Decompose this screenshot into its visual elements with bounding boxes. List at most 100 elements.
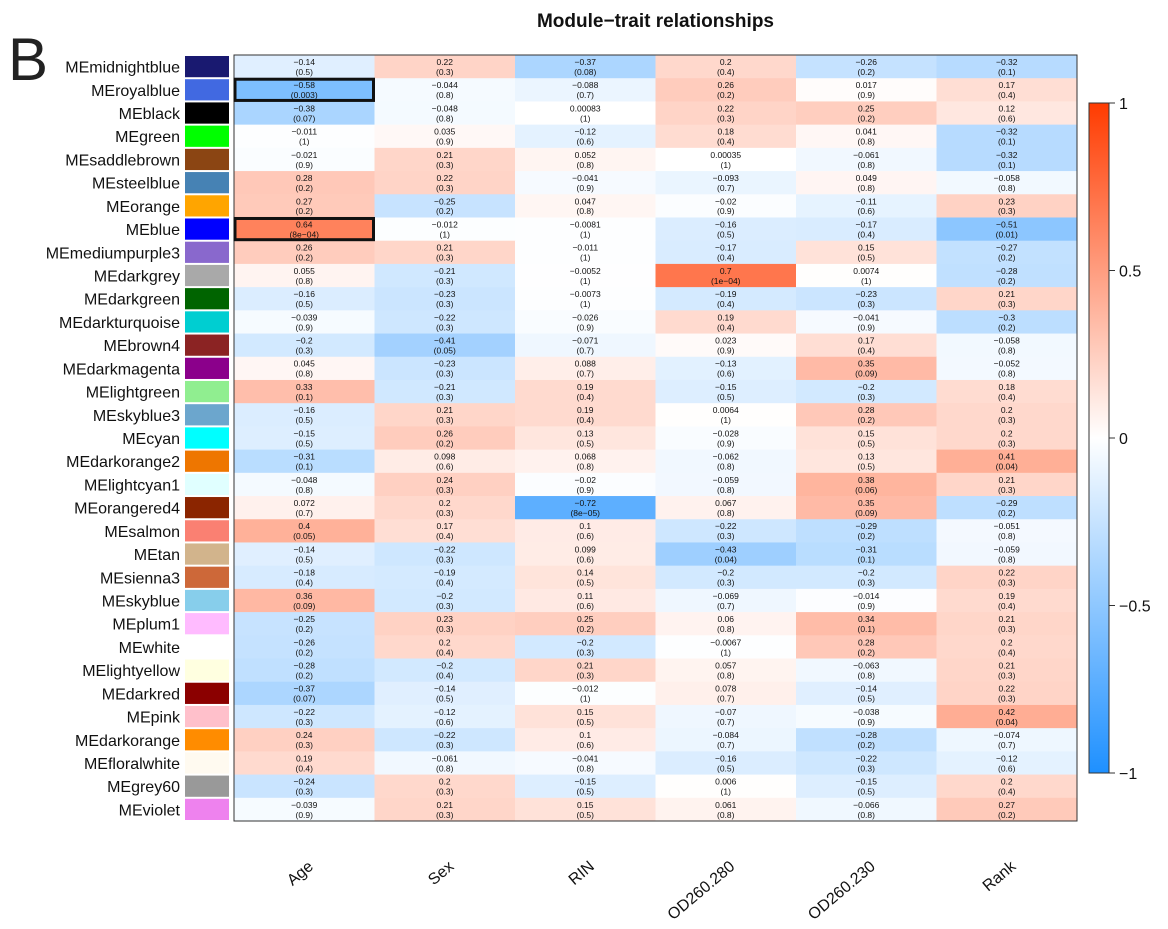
cell-pvalue-label: (0.5) [296, 415, 314, 425]
cell-correlation-label: −0.26 [855, 57, 877, 67]
module-color-swatch [185, 729, 229, 750]
module-color-swatch [185, 79, 229, 100]
cell-correlation-label: −0.011 [572, 243, 598, 253]
row-label: MEdarkorange2 [66, 454, 180, 471]
cell-correlation-label: −0.38 [293, 103, 315, 113]
cell-pvalue-label: (0.4) [577, 392, 595, 402]
cell-correlation-label: −0.28 [996, 266, 1018, 276]
cell-pvalue-label: (0.3) [436, 415, 454, 425]
column-label: RIN [566, 858, 598, 889]
cell-pvalue-label: (0.4) [998, 392, 1016, 402]
module-color-swatch [185, 799, 229, 820]
cell-pvalue-label: (0.9) [858, 322, 876, 332]
cell-correlation-label: −0.31 [293, 452, 315, 462]
cell-pvalue-label: (0.3) [998, 578, 1016, 588]
cell-correlation-label: 0.067 [715, 498, 737, 508]
cell-correlation-label: −0.23 [434, 289, 456, 299]
cell-pvalue-label: (0.2) [858, 113, 876, 123]
cell-pvalue-label: (0.5) [717, 229, 735, 239]
row-label: MElightgreen [86, 385, 180, 402]
column-label: Rank [980, 857, 1020, 895]
cell-pvalue-label: (0.3) [577, 670, 595, 680]
row-label: MEmediumpurple3 [46, 245, 180, 262]
row-label: MEviolet [119, 802, 181, 819]
cell-correlation-label: 0.22 [998, 568, 1015, 578]
cell-pvalue-label: (0.3) [436, 299, 454, 309]
cell-correlation-label: −0.22 [715, 521, 737, 531]
cell-pvalue-label: (0.2) [577, 624, 595, 634]
cell-pvalue-label: (0.5) [858, 462, 876, 472]
cell-pvalue-label: (0.2) [998, 322, 1016, 332]
cell-correlation-label: 0.22 [998, 684, 1015, 694]
module-color-swatch [185, 660, 229, 681]
row-label: MEwhite [119, 640, 180, 657]
cell-pvalue-label: (0.5) [577, 578, 595, 588]
cell-correlation-label: −0.13 [715, 359, 737, 369]
cell-correlation-label: 0.17 [436, 521, 453, 531]
cell-correlation-label: −0.062 [713, 452, 740, 462]
cell-pvalue-label: (0.09) [293, 601, 315, 611]
module-color-swatch [185, 427, 229, 448]
row-label: MElightcyan1 [84, 477, 180, 494]
cell-pvalue-label: (0.04) [715, 554, 737, 564]
cell-correlation-label: 0.27 [998, 800, 1015, 810]
cell-pvalue-label: (0.003) [291, 90, 318, 100]
cell-pvalue-label: (0.6) [577, 740, 595, 750]
cell-pvalue-label: (0.8) [577, 206, 595, 216]
cell-correlation-label: 0.072 [294, 498, 316, 508]
cell-correlation-label: −0.32 [996, 57, 1018, 67]
cell-correlation-label: 0.64 [296, 219, 313, 229]
row-label: MEmidnightblue [65, 60, 180, 77]
cell-correlation-label: −0.25 [434, 196, 456, 206]
cell-correlation-label: 0.24 [436, 475, 453, 485]
cell-correlation-label: −0.061 [853, 150, 880, 160]
cell-correlation-label: −0.28 [855, 730, 877, 740]
cell-pvalue-label: (0.6) [577, 554, 595, 564]
cell-correlation-label: 0.13 [858, 452, 875, 462]
cell-pvalue-label: (0.5) [296, 299, 314, 309]
cell-correlation-label: 0.26 [717, 80, 734, 90]
cell-correlation-label: −0.28 [293, 660, 315, 670]
cell-pvalue-label: (0.2) [296, 253, 314, 263]
cell-correlation-label: −0.43 [715, 544, 737, 554]
cell-correlation-label: −0.21 [434, 266, 456, 276]
cell-correlation-label: −0.19 [715, 289, 737, 299]
cell-pvalue-label: (0.9) [858, 717, 876, 727]
cell-pvalue-label: (0.5) [296, 438, 314, 448]
cell-correlation-label: −0.19 [434, 568, 456, 578]
cell-pvalue-label: (0.5) [717, 392, 735, 402]
cell-pvalue-label: (1) [580, 253, 591, 263]
module-color-swatch [185, 102, 229, 123]
cell-pvalue-label: (0.3) [717, 578, 735, 588]
cell-correlation-label: 0.068 [575, 452, 597, 462]
cell-pvalue-label: (0.5) [717, 763, 735, 773]
module-color-swatch [185, 56, 229, 77]
cell-correlation-label: 0.19 [577, 382, 594, 392]
module-color-swatch [185, 195, 229, 216]
cell-correlation-label: −0.012 [432, 219, 459, 229]
row-label: MEdarkgrey [94, 269, 180, 286]
cell-pvalue-label: (0.5) [577, 787, 595, 797]
module-color-swatch [185, 543, 229, 564]
cell-correlation-label: −0.059 [713, 475, 740, 485]
cell-correlation-label: −0.37 [574, 57, 596, 67]
cell-correlation-label: 0.18 [717, 127, 734, 137]
cell-correlation-label: −0.22 [855, 753, 877, 763]
cell-correlation-label: 0.21 [436, 405, 453, 415]
cell-pvalue-label: (0.3) [436, 740, 454, 750]
module-color-swatch [185, 497, 229, 518]
cell-pvalue-label: (0.6) [577, 137, 595, 147]
cell-pvalue-label: (0.4) [436, 578, 454, 588]
cell-pvalue-label: (0.3) [436, 183, 454, 193]
cell-correlation-label: 0.2 [439, 498, 451, 508]
cell-pvalue-label: (0.8) [296, 369, 314, 379]
cell-correlation-label: 0.2 [1001, 637, 1013, 647]
cell-correlation-label: −0.14 [855, 684, 877, 694]
cell-pvalue-label: (0.07) [293, 694, 315, 704]
cell-pvalue-label: (0.6) [858, 206, 876, 216]
cell-pvalue-label: (0.2) [998, 276, 1016, 286]
cell-pvalue-label: (0.5) [577, 717, 595, 727]
cell-correlation-label: 0.26 [436, 428, 453, 438]
module-color-swatch [185, 752, 229, 773]
